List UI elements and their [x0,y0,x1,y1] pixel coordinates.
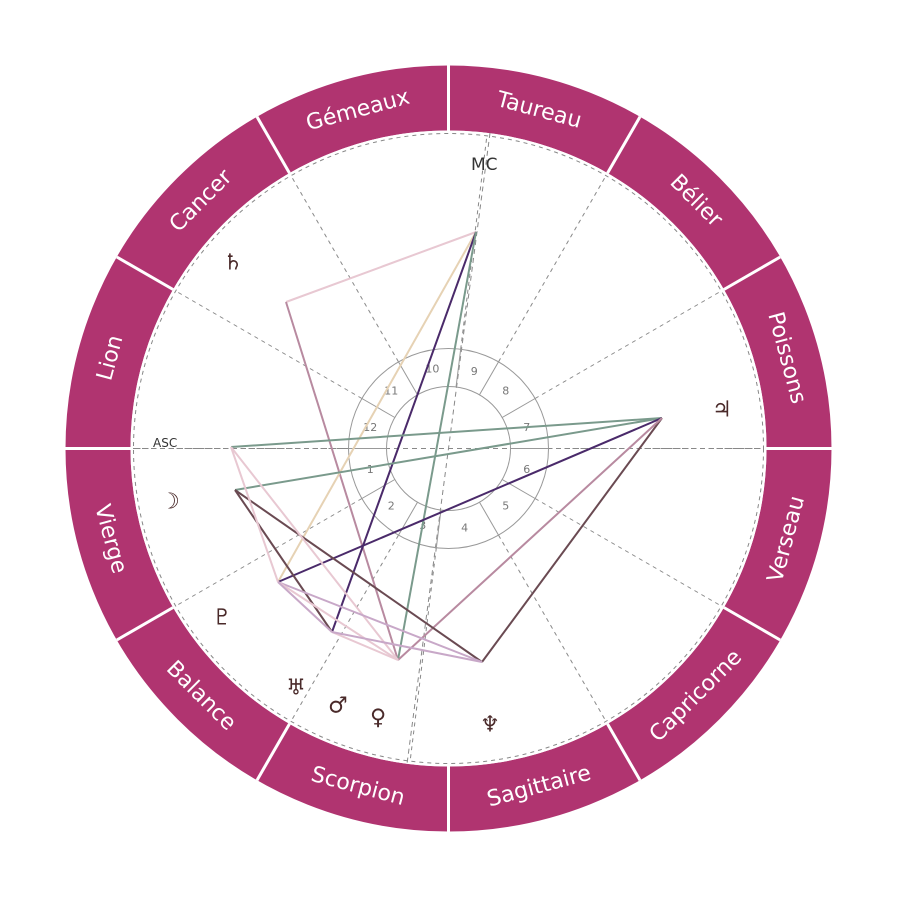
house-cusp-11 [290,175,399,363]
house-wheel-divider [479,501,499,536]
house-wheel-divider [361,479,396,499]
mc-ic-axis [406,132,491,765]
mc-label: MC [471,155,498,175]
labels: ASC MC [153,155,498,450]
house-cusp-9 [498,175,607,363]
uranus-glyph-icon: ♅ [286,676,306,701]
sign-divider [116,606,174,642]
house-number: 4 [461,521,468,534]
aspect-line [230,446,399,661]
house-cusp-6 [534,498,722,607]
aspect-line [331,631,399,661]
house-cusp-8 [534,290,722,399]
house-number: 8 [502,385,509,398]
aspect-line [331,231,477,633]
pluto-glyph-icon: ♇ [212,606,232,631]
aspect-line [234,417,663,491]
aspect-line [277,231,477,583]
saturn-glyph-icon: ♄ [223,251,243,276]
aspect-line [234,489,483,663]
house-wheel-divider [501,398,536,418]
sign-divider [255,116,291,174]
venus-glyph-icon: ♀ [370,706,386,731]
aspect-line [397,231,477,661]
neptune-glyph-icon: ♆ [480,713,500,738]
asc-label: ASC [153,436,177,450]
aspect-lines [230,231,663,663]
aspect-line [277,581,483,663]
aspect-line [277,417,663,583]
aspect-line [277,581,333,633]
house-number: 1 [367,463,374,476]
aspect-line [277,581,399,661]
house-number: 2 [388,499,395,512]
house-cusp-12 [175,290,363,399]
house-number: 5 [502,499,509,512]
house-cusp-5 [498,534,607,722]
aspect-line [234,489,333,633]
aspect-line [331,631,483,663]
jupiter-glyph-icon: ♃ [712,398,732,423]
aspect-line [397,417,663,661]
house-wheel-divider [398,361,418,396]
planet-glyphs: ♄ ♃ ☽ ♇ ♅ ♂ ♀ ♆ [160,251,732,738]
house-wheel-divider [435,509,442,548]
house-wheel-divider [479,361,499,396]
house-cusp-2 [175,498,363,607]
aspect-line [230,446,279,583]
house-cusp-3 [290,534,399,722]
aspect-line [285,231,477,303]
house-wheel-divider [361,398,396,418]
aspect-line [230,417,663,448]
aspect-line [285,301,399,661]
sign-divider [606,723,642,781]
mars-glyph-icon: ♂ [328,694,348,719]
sign-divider [723,606,781,642]
house-cusp-4 [409,547,437,762]
moon-glyph-icon: ☽ [160,490,180,515]
house-number: 9 [471,365,478,378]
house-number: 6 [523,463,530,476]
aspect-line [481,417,663,663]
sign-divider [116,255,174,291]
house-wheel-divider [455,349,462,388]
house-wheel-divider [501,479,536,499]
sign-divider [255,723,291,781]
sign-divider [723,255,781,291]
sign-divider [606,116,642,174]
